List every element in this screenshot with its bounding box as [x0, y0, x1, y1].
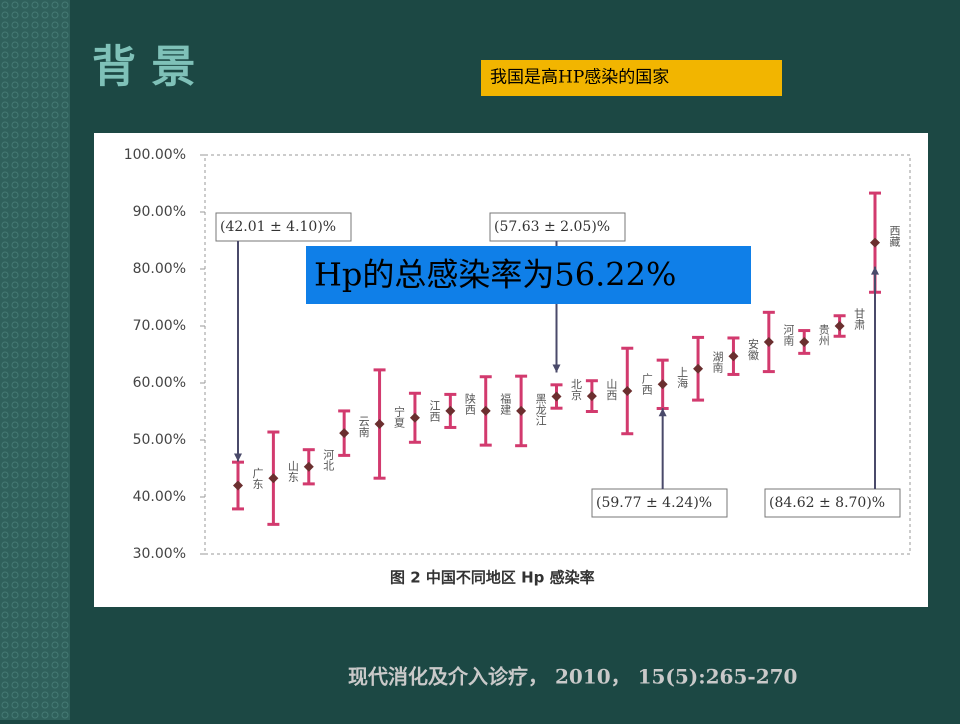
category-label: 福建 — [499, 392, 512, 416]
category-label: 西藏 — [888, 225, 901, 248]
chart-image — [94, 133, 928, 607]
mean-marker — [834, 321, 845, 331]
category-label: 北京 — [570, 378, 583, 401]
mean-marker — [303, 461, 314, 472]
mean-marker — [799, 336, 810, 347]
arrow-head — [871, 266, 879, 275]
category-label: 河北 — [322, 448, 335, 470]
chart-caption: 图 2 中国不同地区 Hp 感染率 — [390, 569, 595, 587]
category-label: 广东 — [251, 467, 264, 489]
mean-marker — [339, 428, 350, 439]
highlight-box — [481, 60, 782, 96]
arrow-head — [658, 408, 667, 417]
category-label: 山西 — [605, 378, 618, 400]
arrow-head — [552, 364, 561, 373]
category-label: 河南 — [782, 324, 795, 346]
mean-marker — [586, 391, 597, 402]
mean-marker — [480, 405, 491, 416]
y-tick-label: 60.00% — [133, 375, 186, 391]
mean-marker — [516, 405, 527, 416]
y-tick-label: 40.00% — [133, 489, 186, 505]
overlay-box — [306, 246, 751, 304]
category-label: 湖南 — [711, 350, 724, 372]
callout-box — [591, 488, 728, 518]
mean-marker — [268, 473, 279, 484]
plot: 30.00% 40.00% 50.00% 60.00% 70.00% 80.00% 90.0… — [124, 147, 901, 562]
callout-text: (59.77 ± 4.24)% — [596, 495, 712, 511]
citation: 现代消化及介入诊疗， 2010， 15(5):265-270 — [348, 665, 797, 689]
category-label: 安徽 — [746, 337, 759, 361]
mean-marker — [233, 480, 243, 491]
mean-marker — [693, 363, 704, 374]
callout-text: (42.01 ± 4.10)% — [220, 219, 336, 235]
mean-marker — [870, 237, 880, 248]
mean-marker — [622, 385, 633, 396]
y-tick-label: 100.00% — [124, 147, 186, 163]
callout-box — [764, 488, 901, 518]
y-tick-label: 80.00% — [133, 261, 186, 277]
overlay-text: Hp的总感染率为56.22% — [314, 256, 676, 294]
category-label: 贵州 — [817, 324, 830, 346]
mean-marker — [657, 379, 668, 390]
category-label: 陕西 — [463, 392, 476, 415]
y-tick-label: 30.00% — [133, 546, 186, 562]
y-tick-label: 90.00% — [133, 204, 186, 220]
category-label: 江西 — [428, 399, 441, 421]
category-label: 黑龙江 — [534, 393, 547, 426]
category-label: 上海 — [676, 366, 689, 389]
slide-title: 背 景 — [92, 42, 195, 93]
callout-text: (84.62 ± 8.70)% — [769, 495, 885, 511]
callout-box — [215, 212, 352, 242]
category-label: 广西 — [640, 373, 653, 395]
mean-marker — [409, 412, 420, 423]
mean-marker — [551, 391, 562, 402]
y-tick-label: 50.00% — [133, 432, 186, 448]
category-label: 云南 — [357, 415, 370, 437]
mean-marker — [728, 351, 739, 362]
side-pattern — [0, 0, 70, 720]
mean-marker — [763, 336, 774, 347]
callout-text: (57.63 ± 2.05)% — [494, 219, 610, 235]
mean-marker — [374, 419, 385, 430]
arrow-head — [234, 453, 242, 462]
mean-marker — [445, 405, 456, 416]
y-tick-label: 70.00% — [133, 318, 186, 334]
highlight-text: 我国是高HP感染的国家 — [490, 68, 669, 88]
category-label: 山东 — [286, 460, 299, 482]
category-label: 甘肃 — [853, 308, 866, 331]
category-label: 宁夏 — [393, 405, 406, 428]
